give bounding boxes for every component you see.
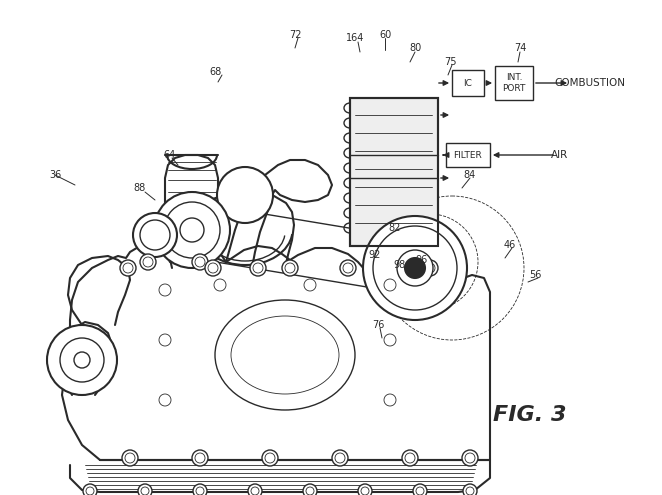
- Circle shape: [192, 254, 208, 270]
- Text: 60: 60: [379, 30, 391, 40]
- Circle shape: [358, 484, 372, 495]
- Circle shape: [193, 484, 207, 495]
- Circle shape: [122, 450, 138, 466]
- Text: 92: 92: [369, 250, 381, 260]
- Circle shape: [462, 450, 478, 466]
- Circle shape: [138, 484, 152, 495]
- Circle shape: [217, 167, 273, 223]
- Circle shape: [413, 484, 427, 495]
- Text: FIG. 3: FIG. 3: [493, 405, 567, 425]
- Text: FILTER: FILTER: [453, 150, 483, 159]
- Circle shape: [214, 279, 226, 291]
- Circle shape: [248, 484, 262, 495]
- Text: 36: 36: [49, 170, 61, 180]
- Circle shape: [303, 484, 317, 495]
- Circle shape: [159, 334, 171, 346]
- Text: 98: 98: [394, 260, 406, 270]
- Text: 75: 75: [444, 57, 456, 67]
- Circle shape: [192, 450, 208, 466]
- Circle shape: [332, 450, 348, 466]
- Circle shape: [83, 484, 97, 495]
- Circle shape: [340, 260, 356, 276]
- Circle shape: [250, 260, 266, 276]
- Text: AIR: AIR: [551, 150, 569, 160]
- Bar: [452, 70, 484, 96]
- Circle shape: [384, 279, 396, 291]
- Text: 56: 56: [529, 270, 542, 280]
- Bar: [350, 98, 438, 246]
- Circle shape: [363, 216, 467, 320]
- Circle shape: [397, 250, 433, 286]
- Circle shape: [402, 450, 418, 466]
- Text: INT.
PORT: INT. PORT: [502, 73, 526, 93]
- Text: COMBUSTION: COMBUSTION: [555, 78, 626, 88]
- Circle shape: [304, 279, 316, 291]
- Circle shape: [120, 260, 136, 276]
- Text: 88: 88: [134, 183, 146, 193]
- Circle shape: [140, 254, 156, 270]
- Circle shape: [405, 258, 425, 278]
- Text: 96: 96: [416, 255, 428, 265]
- Circle shape: [159, 394, 171, 406]
- Bar: [350, 98, 438, 246]
- Text: 82: 82: [389, 223, 401, 233]
- Circle shape: [422, 260, 438, 276]
- Text: 80: 80: [409, 43, 421, 53]
- Text: 76: 76: [372, 320, 384, 330]
- Circle shape: [282, 260, 298, 276]
- Circle shape: [47, 325, 117, 395]
- Text: 64: 64: [164, 150, 176, 160]
- Bar: [446, 143, 490, 167]
- Circle shape: [205, 260, 221, 276]
- Circle shape: [154, 192, 230, 268]
- Circle shape: [180, 218, 204, 242]
- Circle shape: [159, 284, 171, 296]
- Text: 68: 68: [209, 67, 221, 77]
- Circle shape: [262, 450, 278, 466]
- Text: 164: 164: [346, 33, 364, 43]
- Circle shape: [384, 394, 396, 406]
- Circle shape: [133, 213, 177, 257]
- Circle shape: [463, 484, 477, 495]
- Text: 46: 46: [504, 240, 516, 250]
- Text: 72: 72: [289, 30, 301, 40]
- Text: IC: IC: [463, 79, 473, 88]
- Circle shape: [384, 334, 396, 346]
- Text: 84: 84: [464, 170, 476, 180]
- Bar: [495, 66, 533, 100]
- Circle shape: [74, 352, 90, 368]
- Text: 74: 74: [514, 43, 526, 53]
